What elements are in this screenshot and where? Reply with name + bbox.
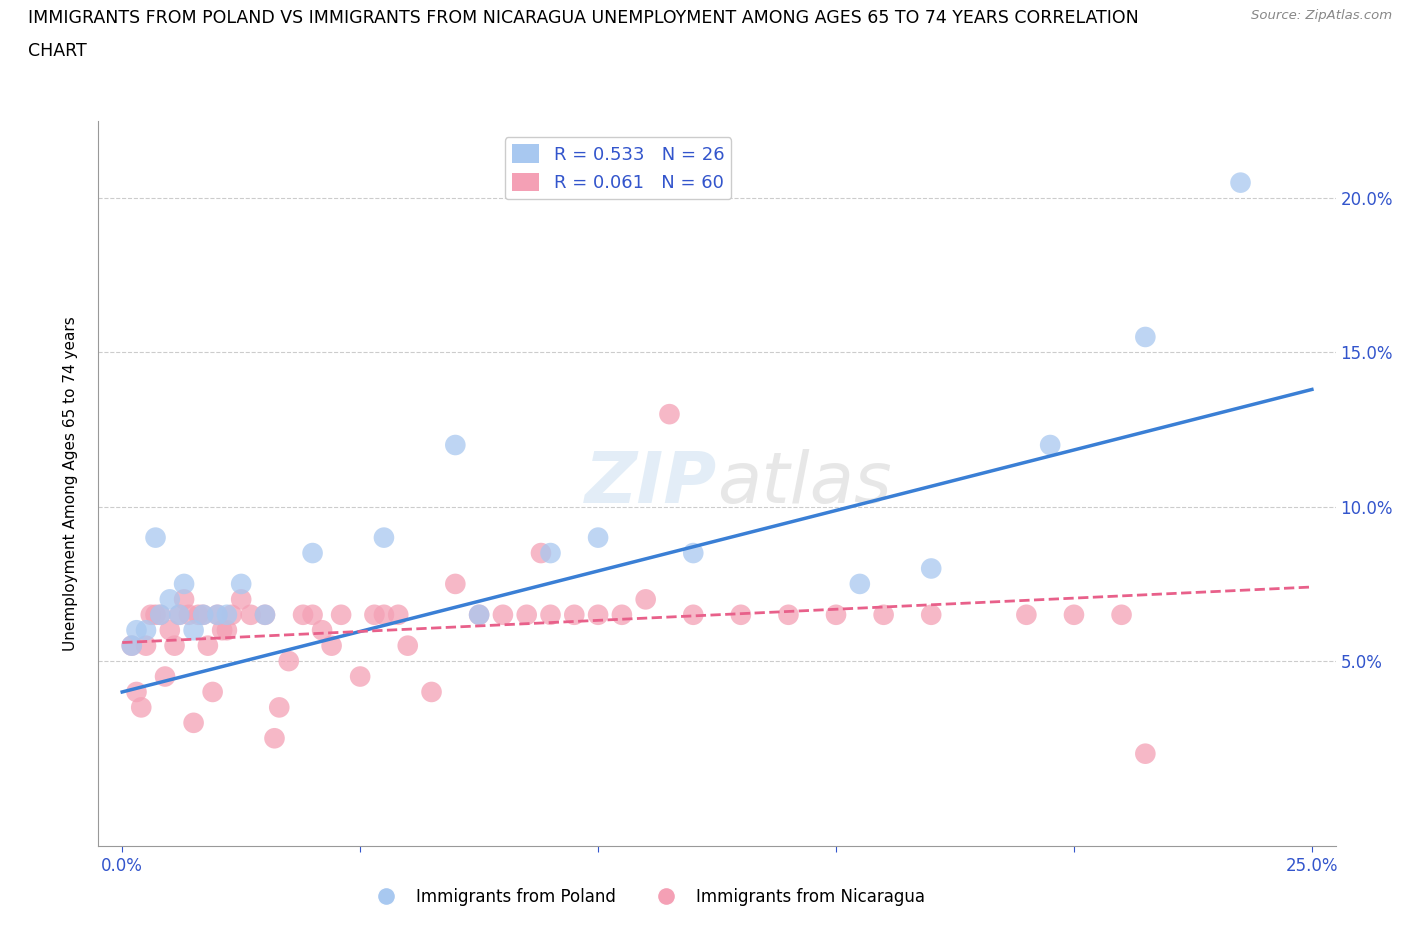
Point (420, 684, 443, 699)
Point (730, 607, 752, 622)
Point (849, 577, 872, 591)
Point (586, 607, 609, 622)
Point (301, 607, 323, 622)
Point (159, 591, 181, 606)
Point (135, 623, 157, 638)
Point (634, 591, 657, 606)
Point (516, 607, 538, 622)
Point (682, 546, 704, 561)
Point (145, 607, 167, 622)
Point (321, 638, 343, 653)
Point (468, 607, 491, 622)
Point (444, 577, 467, 591)
Point (169, 607, 191, 622)
Y-axis label: Unemployment Among Ages 65 to 74 years: Unemployment Among Ages 65 to 74 years (63, 316, 77, 651)
Point (311, 623, 333, 638)
Point (277, 654, 299, 669)
Legend: Immigrants from Poland, Immigrants from Nicaragua: Immigrants from Poland, Immigrants from … (363, 881, 931, 912)
Point (145, 530, 167, 545)
Point (129, 700, 152, 715)
Point (135, 638, 157, 653)
Point (825, 607, 848, 622)
Text: atlas: atlas (717, 449, 891, 518)
Point (191, 607, 214, 622)
Point (292, 607, 315, 622)
Point (239, 607, 262, 622)
Point (373, 607, 395, 622)
Point (125, 684, 148, 699)
Point (920, 561, 942, 576)
Point (1015, 607, 1038, 622)
Point (121, 638, 143, 653)
Point (177, 607, 200, 622)
Point (1039, 438, 1062, 453)
Point (1135, 746, 1157, 761)
Point (121, 638, 143, 653)
Point (263, 731, 285, 746)
Point (215, 607, 238, 622)
Point (468, 607, 491, 622)
Point (149, 607, 172, 622)
Point (207, 607, 229, 622)
Point (215, 623, 238, 638)
Point (562, 607, 585, 622)
Point (396, 638, 419, 653)
Point (197, 638, 219, 653)
Point (387, 607, 409, 622)
Point (269, 700, 291, 715)
Point (231, 577, 253, 591)
Point (586, 530, 609, 545)
Legend: R = 0.533   N = 26, R = 0.061   N = 60: R = 0.533 N = 26, R = 0.061 N = 60 (505, 138, 731, 199)
Point (610, 607, 633, 622)
Point (153, 669, 176, 684)
Point (373, 530, 395, 545)
Point (872, 607, 894, 622)
Point (207, 607, 229, 622)
Point (530, 546, 553, 561)
Point (173, 591, 195, 606)
Point (231, 591, 253, 606)
Point (253, 607, 276, 622)
Point (191, 607, 214, 622)
Point (211, 623, 233, 638)
Point (1229, 175, 1251, 190)
Point (301, 546, 323, 561)
Point (253, 607, 276, 622)
Point (201, 684, 224, 699)
Point (540, 546, 562, 561)
Point (920, 607, 942, 622)
Point (682, 607, 704, 622)
Point (173, 577, 195, 591)
Point (1063, 607, 1085, 622)
Point (221, 607, 243, 622)
Point (1135, 329, 1157, 344)
Point (778, 607, 800, 622)
Point (149, 607, 172, 622)
Point (139, 607, 162, 622)
Point (349, 669, 371, 684)
Point (125, 623, 148, 638)
Point (492, 607, 515, 622)
Point (444, 438, 467, 453)
Point (540, 607, 562, 622)
Text: CHART: CHART (28, 42, 87, 60)
Point (159, 623, 181, 638)
Point (163, 638, 186, 653)
Point (330, 607, 353, 622)
Point (183, 715, 205, 730)
Point (183, 623, 205, 638)
Point (363, 607, 385, 622)
Point (658, 406, 681, 421)
Point (169, 607, 191, 622)
Point (1111, 607, 1133, 622)
Text: ZIP: ZIP (585, 449, 717, 518)
Text: Source: ZipAtlas.com: Source: ZipAtlas.com (1251, 9, 1392, 22)
Point (187, 607, 209, 622)
Text: IMMIGRANTS FROM POLAND VS IMMIGRANTS FROM NICARAGUA UNEMPLOYMENT AMONG AGES 65 T: IMMIGRANTS FROM POLAND VS IMMIGRANTS FRO… (28, 9, 1139, 27)
